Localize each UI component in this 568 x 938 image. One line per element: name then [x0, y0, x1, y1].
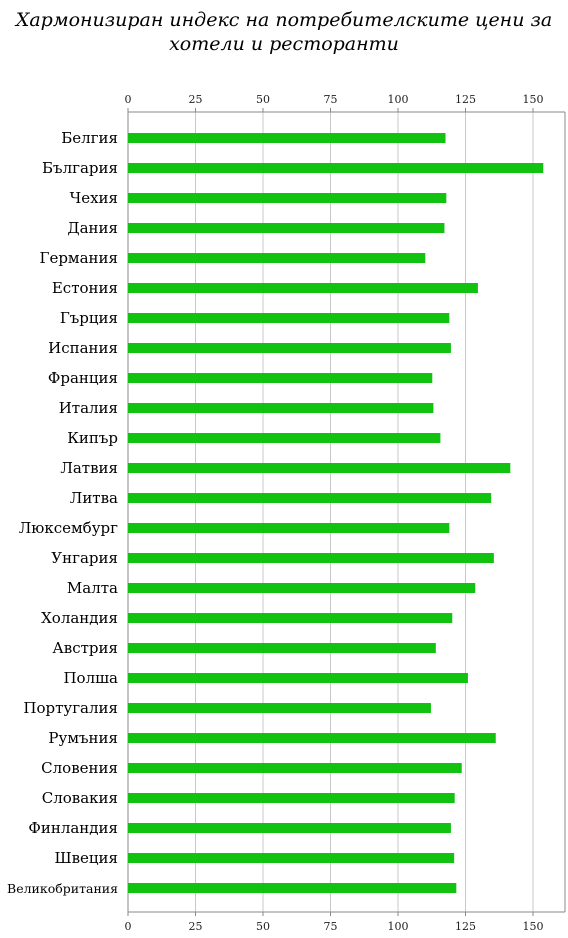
- x-axis-bottom: 0 25 50 75 100 125 150: [125, 912, 544, 933]
- bar: [128, 703, 431, 713]
- bar: [128, 373, 433, 383]
- x-tick-label-bottom: 75: [324, 920, 338, 933]
- bar: [128, 403, 434, 413]
- bar: [128, 763, 462, 773]
- category-label: Румъния: [48, 729, 118, 747]
- chart-title-line-2: хотели и ресторанти: [169, 33, 399, 55]
- category-label: Великобритания: [7, 881, 118, 896]
- bar: [128, 163, 544, 173]
- category-label: Финландия: [28, 819, 118, 837]
- category-label: Унгария: [51, 549, 118, 567]
- category-labels: Белгия България Чехия Дания Германия Естония Г…: [7, 129, 118, 896]
- bar: [128, 223, 445, 233]
- x-tick-label-top: 0: [125, 93, 132, 106]
- category-label: Естония: [52, 279, 118, 297]
- category-label: Австрия: [52, 639, 118, 657]
- category-label: България: [42, 159, 118, 177]
- bars: [128, 133, 544, 893]
- bar: [128, 643, 436, 653]
- category-label: Кипър: [67, 429, 118, 447]
- category-label: Латвия: [60, 459, 118, 477]
- x-axis-top: 0 25 50 75 100 125 150: [125, 93, 544, 112]
- category-label: Дания: [67, 219, 118, 237]
- x-tick-label-top: 75: [324, 93, 338, 106]
- x-tick-label-bottom: 100: [388, 920, 409, 933]
- plot-frame: [127, 111, 566, 913]
- category-label: Италия: [59, 399, 118, 417]
- x-tick-label-top: 100: [388, 93, 409, 106]
- category-label: Швеция: [54, 849, 118, 867]
- x-tick-label-top: 125: [455, 93, 476, 106]
- bar: [128, 133, 446, 143]
- category-label: Словакия: [42, 789, 118, 807]
- gridlines: [195, 112, 534, 912]
- bar: [128, 463, 511, 473]
- bar: [128, 583, 476, 593]
- bar: [128, 193, 447, 203]
- category-label: Франция: [48, 369, 118, 387]
- bar: [128, 313, 450, 323]
- bar: [128, 613, 453, 623]
- bar: [128, 853, 455, 863]
- bar: [128, 553, 494, 563]
- category-label: Холандия: [41, 609, 118, 627]
- category-label: Португалия: [23, 699, 118, 717]
- bar: [128, 673, 468, 683]
- x-tick-label-bottom: 25: [189, 920, 203, 933]
- chart-title: Хармонизиран индекс на потребителските ц…: [0, 8, 568, 56]
- x-tick-label-bottom: 0: [125, 920, 132, 933]
- bar: [128, 793, 455, 803]
- bar: [128, 823, 451, 833]
- category-label: Германия: [40, 249, 118, 267]
- category-label: Малта: [67, 579, 118, 597]
- category-label: Люксембург: [19, 519, 118, 537]
- bar: [128, 883, 457, 893]
- category-label: Испания: [48, 339, 118, 357]
- bar: [128, 343, 451, 353]
- x-tick-label-top: 150: [523, 93, 544, 106]
- x-tick-label-top: 25: [189, 93, 203, 106]
- bar: [128, 433, 441, 443]
- x-tick-label-bottom: 50: [256, 920, 270, 933]
- category-label: Белгия: [61, 129, 118, 147]
- bar: [128, 523, 450, 533]
- bar: [128, 493, 492, 503]
- bar: [128, 283, 478, 293]
- x-tick-label-bottom: 150: [523, 920, 544, 933]
- bar: [128, 733, 496, 743]
- bar: [128, 253, 426, 263]
- x-tick-label-bottom: 125: [455, 920, 476, 933]
- category-label: Литва: [70, 489, 118, 507]
- x-tick-label-top: 50: [256, 93, 270, 106]
- category-label: Чехия: [70, 189, 118, 207]
- category-label: Словения: [41, 759, 118, 777]
- category-label: Полша: [63, 669, 118, 687]
- chart-title-line-1: Хармонизиран индекс на потребителските ц…: [15, 9, 553, 31]
- category-label: Гърция: [60, 309, 118, 327]
